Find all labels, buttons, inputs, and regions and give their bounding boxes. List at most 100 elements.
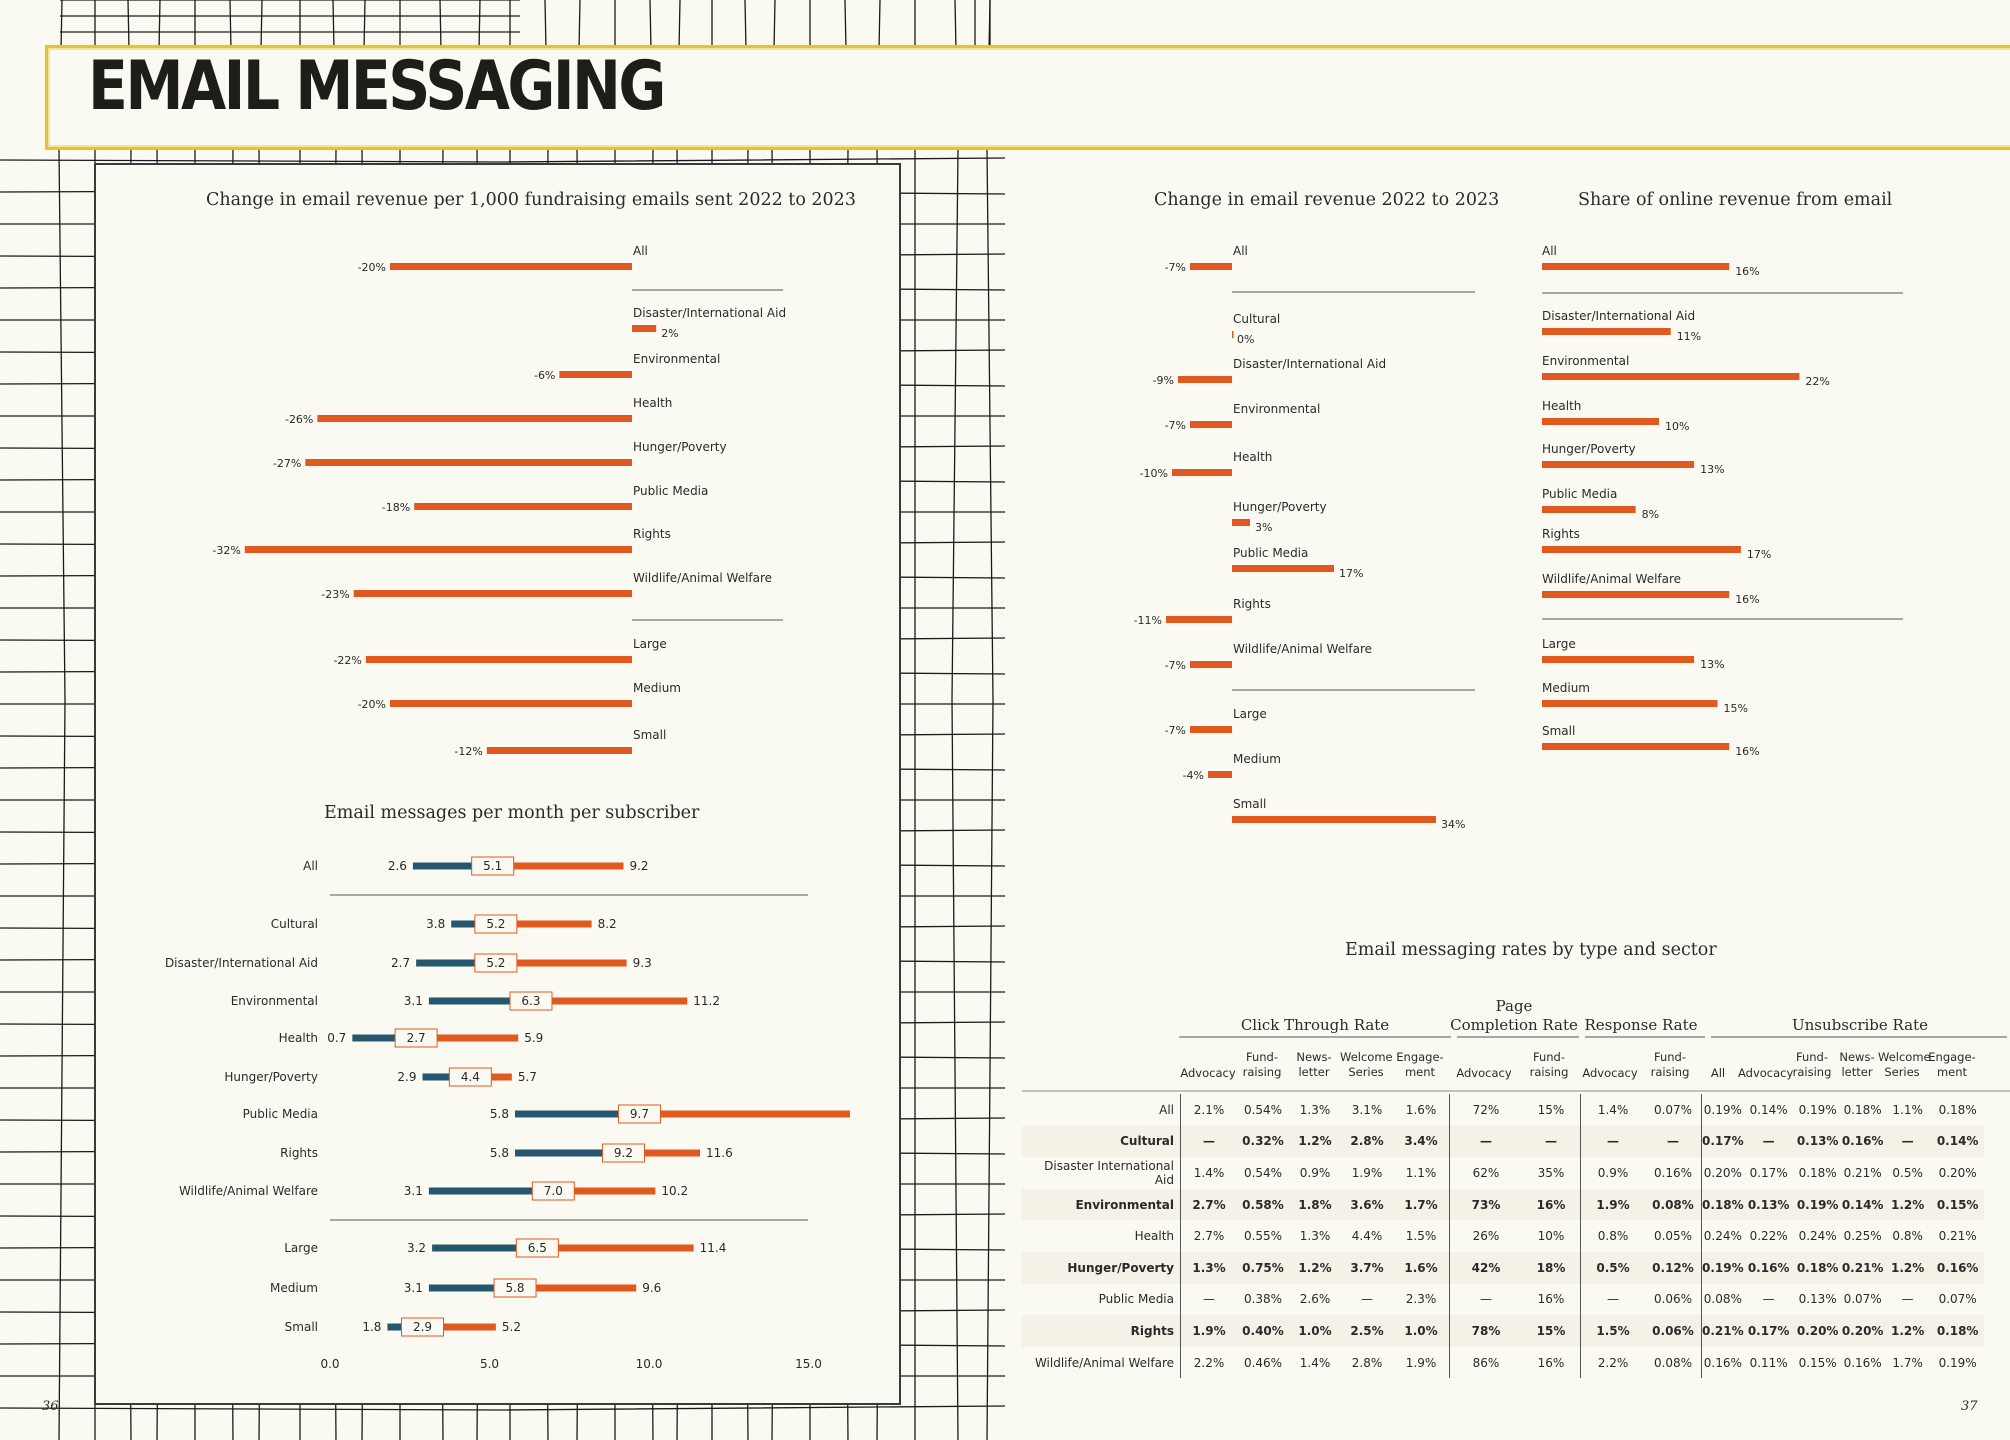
table-cell: 0.18% [1843, 1102, 1882, 1117]
c2-xtick-0: 0.0 [320, 1357, 339, 1371]
table-cell: 1.3% [1299, 1229, 1331, 1244]
c2-mid-box-3 [509, 991, 553, 1011]
c2-high-label-7: 11.6 [706, 1146, 733, 1160]
c4-bar-8 [1542, 656, 1695, 663]
c2-cat-0: All [303, 859, 318, 873]
table-cell: 1.9% [1405, 1355, 1437, 1370]
table-cell: 2.6% [1299, 1292, 1331, 1307]
table-cell: 0.13% [1798, 1292, 1837, 1307]
c2-high-label-1: 8.2 [598, 917, 617, 931]
chart1-title: Change in email revenue per 1,000 fundra… [206, 190, 856, 210]
table-cell: — [1762, 1292, 1775, 1307]
table-cell: 0.07% [1653, 1102, 1693, 1117]
table-cell: 0.17% [1743, 1315, 1794, 1347]
table-cell: 78% [1449, 1315, 1522, 1347]
c1-val-0: -20% [358, 261, 386, 274]
table-row: Environmental 2.7% 0.58% 1.8% 3.6% 1.7% 73% 16%… [1022, 1188, 1984, 1221]
c3-cat-0: All [1233, 244, 1248, 258]
table-cell: 0.20% [1700, 1157, 1744, 1189]
c1-val-8: -22% [333, 654, 361, 667]
table-cell: 0.9% [1299, 1165, 1331, 1180]
table-cell: — [1743, 1125, 1794, 1158]
c3-bar-4 [1172, 469, 1232, 476]
table-cell: 0.16% [1743, 1251, 1794, 1284]
c4-cat-7: Wildlife/Animal Welfare [1542, 572, 1681, 586]
c1-val-6: -32% [212, 544, 240, 557]
table-cell: 2.7% [1180, 1220, 1237, 1252]
table-cell: 0.19% [1938, 1355, 1977, 1370]
c3-cat-5: Hunger/Poverty [1233, 500, 1327, 514]
c4-bar-9 [1542, 700, 1718, 707]
c3-bar-10 [1208, 771, 1232, 778]
c2-mid-box-11 [401, 1317, 445, 1337]
c1-cat-3: Health [633, 396, 672, 410]
table-cell: 0.21% [1700, 1315, 1744, 1347]
table-cell: 1.5% [1580, 1315, 1645, 1347]
c1-bar-3 [317, 415, 632, 422]
table-cell: 0.40% [1237, 1315, 1289, 1347]
c2-low-bar-0 [412, 862, 493, 870]
group-unsubscribe: Unsubscribe Rate [1791, 1016, 1929, 1034]
table-cell: — [1449, 1283, 1522, 1316]
table-cell: 62% [1449, 1157, 1522, 1189]
table-row: Health 2.7% 0.55% 1.3% 4.4% 1.5% 26% 10% 0.8% 0.0… [1022, 1220, 1984, 1252]
table-cell: 73% [1449, 1188, 1522, 1221]
c2-high-bar-8 [553, 1187, 656, 1195]
c4-bar-7 [1542, 591, 1730, 598]
c4-val-2: 22% [1805, 375, 1829, 388]
title-band [45, 45, 2010, 150]
table-cell: 1.0% [1393, 1315, 1450, 1347]
c4-cat-3: Health [1542, 399, 1581, 413]
row-label: All [1159, 1102, 1174, 1117]
c1-val-10: -12% [454, 745, 482, 758]
chart3-title: Change in email revenue 2022 to 2023 [1154, 190, 1500, 210]
c1-cat-2: Environmental [633, 352, 720, 366]
table-cell: 0.19% [1700, 1251, 1744, 1284]
c1-val-7: -23% [321, 588, 349, 601]
c2-low-bar-7 [515, 1149, 624, 1157]
c4-val-0: 16% [1735, 265, 1759, 278]
c3-cat-7: Rights [1233, 597, 1271, 611]
c2-low-label-2: 2.7 [391, 956, 410, 970]
c2-low-label-11: 1.8 [362, 1320, 381, 1334]
table-cell: 0.18% [1931, 1315, 1984, 1347]
c2-mid-label-10: 5.8 [505, 1281, 524, 1295]
c2-low-bar-4 [352, 1034, 417, 1042]
table-cell: 0.16% [1841, 1125, 1884, 1158]
c1-cat-6: Rights [633, 527, 671, 541]
table-cell: 0.24% [1700, 1220, 1744, 1252]
c2-high-bar-10 [515, 1284, 637, 1292]
c1-cat-7: Wildlife/Animal Welfare [633, 571, 772, 585]
c4-val-9: 15% [1724, 702, 1748, 715]
c1-val-9: -20% [358, 698, 386, 711]
row-label: Public Media [1098, 1292, 1174, 1307]
table-cell: — [1580, 1283, 1645, 1316]
c2-high-bar-9 [537, 1244, 694, 1252]
c2-high-label-5: 5.7 [518, 1070, 537, 1084]
c3-cat-10: Medium [1233, 752, 1281, 766]
table-cell: 0.07% [1843, 1292, 1882, 1307]
table-cell: — [1522, 1125, 1581, 1158]
table-cell: 0.05% [1653, 1229, 1693, 1244]
c3-val-8: -7% [1165, 659, 1186, 672]
c2-mid-box-10 [493, 1278, 537, 1298]
table-cell: 0.55% [1243, 1229, 1283, 1244]
c3-cat-6: Public Media [1233, 546, 1308, 560]
table-cell: 0.14% [1931, 1125, 1984, 1158]
table-cell: 1.4% [1580, 1094, 1645, 1126]
table-cell: 0.08% [1645, 1188, 1702, 1221]
group-click-through: Click Through Rate [1240, 1016, 1390, 1034]
table-cell: 0.15% [1931, 1188, 1984, 1221]
table-cell: 0.08% [1653, 1355, 1693, 1370]
c2-high-label-8: 10.2 [661, 1184, 688, 1198]
col-head-1-0: Advocacy [1456, 1066, 1512, 1080]
c2-high-bar-6 [639, 1110, 850, 1118]
c2-xtick-1: 5.0 [480, 1357, 499, 1371]
col-head-3-3: News- letter [1839, 1050, 1875, 1079]
c2-cat-8: Wildlife/Animal Welfare [179, 1184, 318, 1198]
table-cell: 1.7% [1393, 1188, 1450, 1221]
c3-cat-3: Environmental [1233, 402, 1320, 416]
c2-cat-2: Disaster/International Aid [165, 956, 318, 970]
chart-messages-per-month: All 5.1 2.6 9.2 Cultural 5.2 3.8 8.2 Disaster/In… [165, 856, 850, 1371]
c2-cat-11: Small [285, 1320, 318, 1334]
